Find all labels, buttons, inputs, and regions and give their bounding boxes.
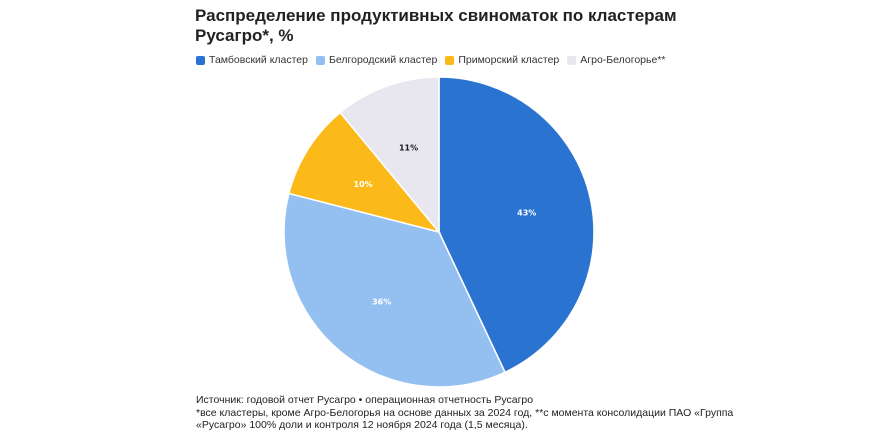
pie-slice-primorye <box>287 111 442 234</box>
legend-item-tambov: Тамбовский кластер <box>196 54 308 66</box>
legend-item-primorye: Приморский кластер <box>445 54 559 66</box>
legend-item-belgorod: Белгородский кластер <box>316 54 437 66</box>
slice-label-agro: 11% <box>399 143 418 152</box>
slice-label-belgorod: 36% <box>372 297 391 306</box>
pie-slice-belgorod <box>283 192 506 388</box>
source-notes: Источник: годовой отчет Русагро • операц… <box>196 394 734 432</box>
legend-label-belgorod: Белгородский кластер <box>329 54 438 66</box>
footnote-line-2: «Русагро» 100% доли и контроля 12 ноября… <box>196 419 528 431</box>
pie-slice-agro <box>339 76 440 235</box>
legend-label-tambov: Тамбовский кластер <box>209 54 308 66</box>
source-line: Источник: годовой отчет Русагро • операц… <box>196 394 534 406</box>
slice-label-tambov: 43% <box>517 208 536 217</box>
legend-swatch-primorye <box>445 55 455 65</box>
pie-slice-tambov <box>438 76 595 374</box>
legend-label-primorye: Приморский кластер <box>458 54 560 66</box>
legend-label-agro: Агро-Белогорье** <box>580 54 666 66</box>
legend-swatch-agro <box>567 55 577 65</box>
legend-swatch-belgorod <box>316 55 325 65</box>
slice-label-primorye: 10% <box>354 180 373 189</box>
legend-swatch-tambov <box>196 55 205 65</box>
legend-item-agro: Агро-Белогорье** <box>567 54 666 66</box>
chart-title: Распределение продуктивных свиноматок по… <box>195 6 677 45</box>
legend: Тамбовский кластер Белгородский кластер … <box>196 54 674 66</box>
footnote-line-1: *все кластеры, кроме Агро-Белогорья на о… <box>196 406 734 419</box>
